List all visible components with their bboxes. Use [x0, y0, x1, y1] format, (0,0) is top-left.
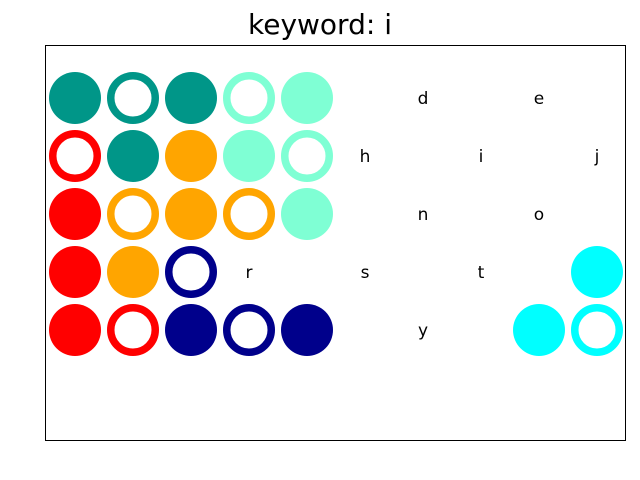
letter-o: o: [534, 205, 544, 225]
aquamarine-disc-piece: [281, 72, 333, 124]
orange-disc-piece: [107, 246, 159, 298]
teal-disc-piece: [165, 72, 217, 124]
letter-n: n: [418, 205, 429, 225]
aquamarine-disc-piece: [223, 130, 275, 182]
teal-disc-piece: [107, 130, 159, 182]
orange-ring-piece: [107, 188, 159, 240]
board-pieces: d e h i j n o r s t y: [49, 72, 623, 356]
cyan-disc-piece: [513, 304, 565, 356]
letter-t: t: [478, 263, 485, 283]
letter-r: r: [246, 263, 253, 283]
red-disc-piece: [49, 304, 101, 356]
teal-ring-piece: [107, 72, 159, 124]
letter-d: d: [418, 89, 429, 109]
page-title: keyword: i: [248, 8, 392, 41]
aquamarine-ring-piece: [281, 130, 333, 182]
navy-disc-piece: [281, 304, 333, 356]
red-disc-piece: [49, 246, 101, 298]
navy-ring-piece: [223, 304, 275, 356]
cyan-ring-piece: [571, 304, 623, 356]
letter-i: i: [479, 147, 484, 167]
red-disc-piece: [49, 188, 101, 240]
navy-disc-piece: [165, 304, 217, 356]
letter-y: y: [418, 321, 428, 341]
letter-e: e: [534, 89, 544, 109]
letter-j: j: [594, 147, 600, 167]
orange-disc-piece: [165, 188, 217, 240]
aquamarine-disc-piece: [281, 188, 333, 240]
letter-h: h: [360, 147, 371, 167]
red-ring-piece: [107, 304, 159, 356]
teal-disc-piece: [49, 72, 101, 124]
orange-ring-piece: [223, 188, 275, 240]
cyan-disc-piece: [571, 246, 623, 298]
letter-s: s: [361, 263, 370, 283]
aquamarine-ring-piece: [223, 72, 275, 124]
navy-ring-piece: [165, 246, 217, 298]
red-ring-piece: [49, 130, 101, 182]
board-frame: [45, 45, 626, 441]
orange-disc-piece: [165, 130, 217, 182]
